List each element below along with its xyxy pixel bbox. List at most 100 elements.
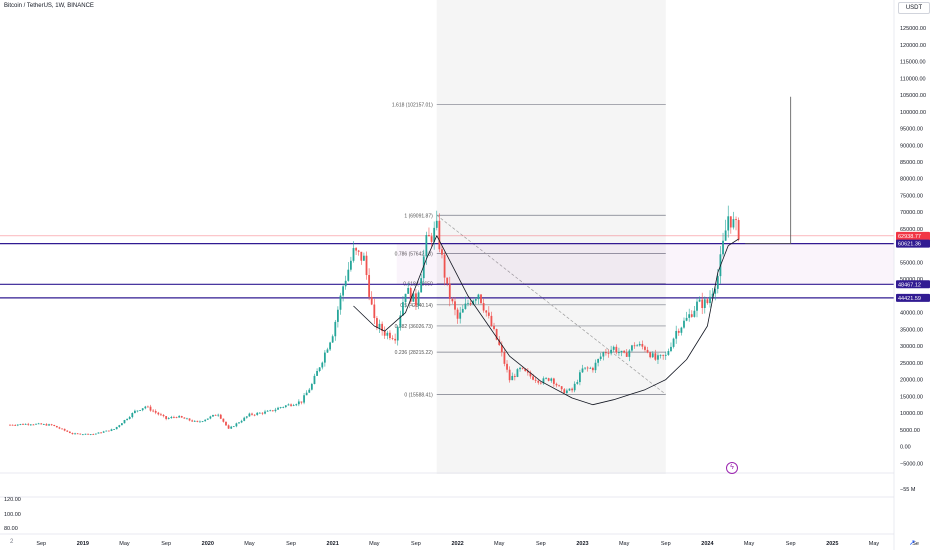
candle-body-77 [209,416,212,419]
candle-body-43 [120,423,123,426]
symbol-title[interactable]: Bitcoin / TetherUS, 1W, BINANCE [4,3,94,9]
candle-body-55 [152,410,155,412]
candle-body-182 [482,303,485,311]
candle-body-178 [472,300,475,305]
time-tick-0: Sep [36,541,46,547]
fib-shade-rect [436,0,666,474]
candle-body-74 [201,421,204,422]
candle-body-59 [162,414,165,417]
candle-body-17 [53,424,56,426]
candle-body-106 [284,405,287,407]
time-tick-8: May [369,541,380,547]
cup-pattern-curve[interactable] [353,235,739,406]
time-tick-11: May [494,541,505,547]
candle-body-105 [282,406,285,408]
candle-body-5 [22,424,24,425]
candle-body-114 [305,392,308,396]
candle-body-208 [550,378,553,381]
fib-label-5: 0.382 (36026.73) [395,324,433,330]
candle-body-187 [495,329,498,340]
candle-body-47 [131,413,134,418]
candle-body-270 [711,293,714,297]
candle-body-117 [313,375,316,384]
candle-body-110 [295,404,298,406]
candle-body-123 [329,342,331,350]
currency-button[interactable]: USDT [898,2,930,14]
candle-body-236 [623,350,626,353]
time-axis[interactable]: Sep 2019 May Sep 2020 May Sep 2021 May Sep 2022 May… [0,533,919,547]
candle-body-134 [357,250,360,252]
candle-body-172 [456,309,459,319]
candle-body-40 [113,429,115,430]
candle-body-195 [516,369,519,377]
time-tick-18: Sep [786,541,796,547]
candle-body-274 [722,240,724,255]
candle-body-213 [563,389,566,393]
candle-body-96 [258,412,261,414]
candle-body-159 [422,256,425,279]
candle-body-204 [539,382,542,384]
price-tick-0: 125000.00 [900,26,926,32]
candle-body-75 [204,419,207,422]
volume-tick-2: 80.00 [4,526,18,532]
candle-body-101 [271,410,274,412]
candle-body-238 [628,350,631,357]
price-badge-text-0: 62938.77 [898,234,921,240]
candle-body-32 [92,434,95,435]
candle-body-186 [493,326,495,330]
candle-body-160 [425,235,428,257]
candle-body-33 [94,433,97,435]
candle-body-145 [386,332,389,336]
time-tick-4: 2020 [202,541,214,547]
candle-body-24 [71,433,74,435]
candle-body-261 [688,314,691,318]
candlestick-series [9,205,740,436]
candle-body-263 [693,310,696,317]
candle-body-118 [316,370,318,376]
candle-body-267 [703,299,706,308]
lightning-icon[interactable]: ϟ [726,462,738,474]
candle-body-265 [698,299,701,302]
candle-body-133 [355,248,358,251]
candle-body-87 [235,423,238,427]
price-tick-13: 55000.00 [900,260,923,266]
price-axis[interactable]: 125000.00 120000.00 115000.00 110000.00 1050… [893,0,926,550]
candle-body-262 [690,314,693,317]
candle-body-157 [417,292,420,306]
candle-body-61 [167,418,170,419]
candle-body-88 [238,422,240,424]
candle-body-230 [607,353,610,354]
price-tick-6: 95000.00 [900,127,923,133]
candle-body-82 [222,418,225,422]
candle-body-255 [672,338,675,347]
candle-body-171 [454,301,456,310]
candle-body-156 [415,293,417,306]
candle-body-8 [29,424,32,426]
tradingview-logo-icon[interactable]: ➚ [909,538,916,547]
price-tick-4: 105000.00 [900,93,926,99]
time-tick-21: Se [912,541,919,547]
candle-body-103 [277,407,279,410]
candle-body-1 [11,424,14,426]
time-tick-1: 2019 [77,541,89,547]
candle-body-201 [532,376,534,380]
candle-body-3 [16,424,19,426]
price-tick-11: 70000.00 [900,210,923,216]
candle-body-44 [123,420,126,424]
candle-body-161 [428,235,430,237]
candle-body-70 [191,420,194,422]
fib-label-6: 0.236 (28215.22) [395,350,433,356]
candle-body-167 [443,254,446,278]
candle-body-239 [631,345,633,351]
candle-body-99 [266,410,269,412]
candle-body-29 [84,433,87,435]
candle-body-228 [602,352,605,357]
candle-body-227 [599,356,602,360]
price-tick-19: 20000.00 [900,378,923,384]
candle-body-20 [61,428,63,430]
candle-body-125 [334,321,337,337]
candle-body-225 [594,362,597,371]
candle-body-181 [480,294,482,304]
price-tick-12: 65000.00 [900,227,923,233]
